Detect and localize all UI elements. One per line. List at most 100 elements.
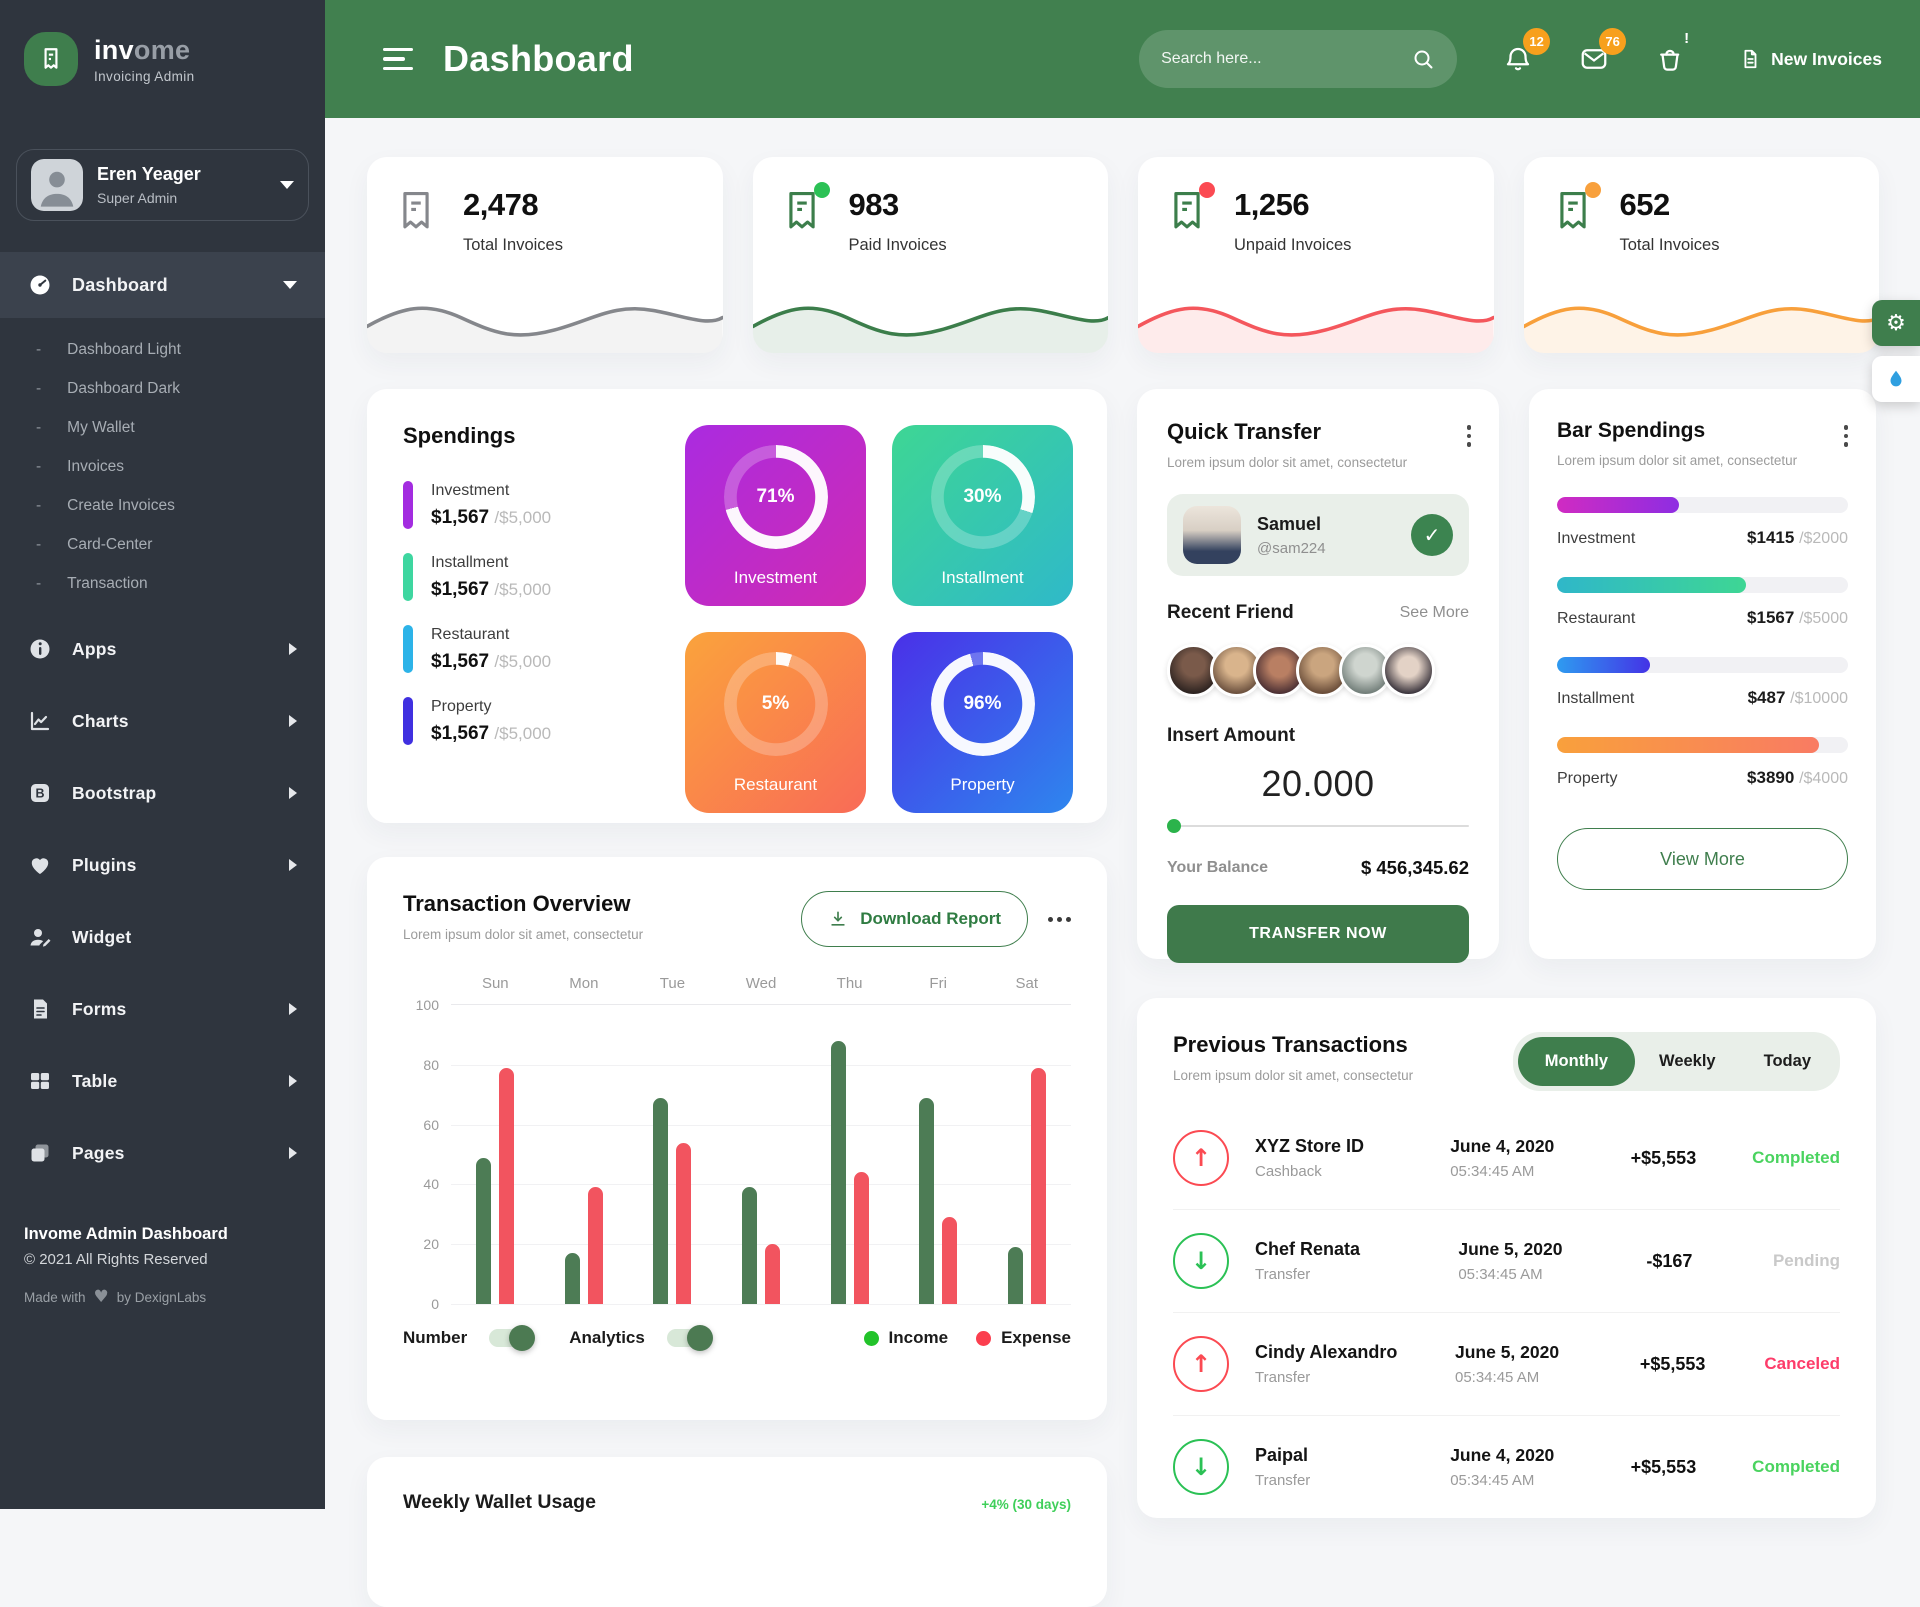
- transaction-row[interactable]: ↓ Chef Renata Transfer June 5, 2020 05:34:…: [1173, 1209, 1840, 1312]
- alert-badge: !: [1684, 30, 1690, 47]
- pages-icon: [28, 1141, 52, 1165]
- sidebar-item-plugins[interactable]: Plugins: [0, 829, 325, 901]
- quick-transfer-card: Quick Transfer Lorem ipsum dolor sit ame…: [1137, 389, 1499, 963]
- expense-bar: [853, 1172, 869, 1304]
- trend-sparkline: [752, 306, 1108, 353]
- amount-value[interactable]: 20.000: [1261, 763, 1375, 804]
- stat-label: Paid Invoices: [848, 236, 947, 254]
- download-report-button[interactable]: Download Report: [801, 891, 1028, 947]
- chart-plot: 100 80 60 40 20 0: [416, 997, 1071, 1312]
- tab-monthly[interactable]: Monthly: [1517, 1037, 1636, 1086]
- slider-knob[interactable]: [1167, 819, 1181, 833]
- sidebar-item-bootstrap[interactable]: B Bootstrap: [0, 757, 325, 829]
- chart-x-labels: Sun Mon Tue Wed Thu Fri Sat: [481, 975, 1039, 992]
- search-input[interactable]: [1161, 50, 1412, 68]
- theme-color-button[interactable]: [1872, 356, 1920, 402]
- sidebar-item-widget[interactable]: Widget: [0, 901, 325, 973]
- arrow-down-icon: ↓: [1173, 1233, 1229, 1289]
- more-options-button[interactable]: [1466, 425, 1471, 447]
- donut-chart: [930, 445, 1035, 549]
- contact-name: Samuel: [1257, 513, 1322, 534]
- stats-row: 2,478 Total Invoices 983 Paid Invoices: [367, 157, 1879, 353]
- stat-card-unpaid-invoices: 1,256 Unpaid Invoices: [1138, 157, 1494, 353]
- user-profile[interactable]: Eren Yeager Super Admin: [16, 149, 309, 221]
- bar-row-investment: Investment $1415 /$2000: [1557, 497, 1848, 548]
- number-toggle[interactable]: [489, 1325, 536, 1351]
- stat-value: 983: [848, 187, 900, 222]
- notifications-button[interactable]: 12: [1503, 28, 1551, 75]
- friends-avatars: [1167, 644, 1469, 697]
- trend-sparkline: [367, 306, 723, 353]
- menu-toggle-button[interactable]: [383, 47, 413, 71]
- search-icon[interactable]: [1411, 47, 1435, 71]
- tab-weekly[interactable]: Weekly: [1659, 1052, 1716, 1070]
- brand-logo[interactable]: invome Invoicing Admin: [0, 0, 325, 118]
- status-dot: [1584, 182, 1601, 198]
- more-options-button[interactable]: [1048, 917, 1071, 922]
- transaction-row[interactable]: ↑ XYZ Store ID Cashback June 4, 2020 05:34…: [1173, 1107, 1840, 1209]
- friend-avatar[interactable]: [1296, 644, 1349, 697]
- see-more-link[interactable]: See More: [1399, 604, 1469, 621]
- sidebar: invome Invoicing Admin Eren Yeager Super…: [0, 0, 325, 1509]
- income-bar: [476, 1157, 492, 1304]
- transaction-row[interactable]: ↓ Paipal Transfer June 4, 2020 05:34:45 AM…: [1173, 1415, 1840, 1518]
- tab-today[interactable]: Today: [1763, 1052, 1811, 1070]
- svg-text:B: B: [35, 787, 44, 801]
- transaction-row[interactable]: ↑ Cindy Alexandro Transfer June 5, 2020 05…: [1173, 1312, 1840, 1415]
- friend-avatar[interactable]: [1382, 644, 1435, 697]
- sidebar-item-dashboard[interactable]: Dashboard: [0, 252, 325, 318]
- stat-label: Unpaid Invoices: [1234, 236, 1352, 254]
- income-bar: [1007, 1247, 1023, 1304]
- contact-handle: @sam224: [1257, 539, 1326, 557]
- sidebar-subitem-my-wallet[interactable]: - My Wallet: [36, 418, 135, 436]
- status-dot: [813, 182, 830, 198]
- bell-icon: [1506, 47, 1530, 71]
- footer-copyright: © 2021 All Rights Reserved: [24, 1251, 208, 1268]
- spendings-tiles: 71% Investment 30% Installment 5% Restau…: [681, 425, 1073, 823]
- bar-row-installment: Installment $487 /$10000: [1557, 657, 1848, 708]
- progress-bar: [1557, 577, 1747, 593]
- invoice-icon: [397, 189, 437, 233]
- topbar: Dashboard 12 76 ! New Invoices: [325, 0, 1920, 118]
- status-badge: Pending: [1772, 1251, 1840, 1270]
- messages-button[interactable]: 76: [1579, 28, 1627, 75]
- income-bar: [742, 1187, 758, 1304]
- arrow-down-icon: ↓: [1173, 1439, 1229, 1495]
- tile-restaurant: 5% Restaurant: [685, 632, 866, 813]
- sidebar-nav: Dashboard - Dashboard Light - Dashboard Da…: [0, 252, 325, 1189]
- spendings-list: Investment $1,567 /$5,000 Installment $1…: [403, 481, 681, 745]
- spending-item-investment: Investment $1,567 /$5,000: [403, 481, 681, 529]
- income-bar: [653, 1097, 669, 1304]
- sidebar-item-pages[interactable]: Pages: [0, 1117, 325, 1189]
- transfer-now-button[interactable]: TRANSFER NOW: [1167, 905, 1469, 963]
- basket-button[interactable]: !: [1655, 30, 1689, 75]
- sidebar-item-forms[interactable]: Forms: [0, 973, 325, 1045]
- sidebar-subitem-dashboard-dark[interactable]: - Dashboard Dark: [36, 379, 181, 397]
- sidebar-item-table[interactable]: Table: [0, 1045, 325, 1117]
- transfer-contact[interactable]: Samuel @sam224 ✓: [1167, 494, 1469, 576]
- analytics-toggle[interactable]: [666, 1325, 713, 1351]
- new-invoices-button[interactable]: New Invoices: [1739, 48, 1882, 70]
- sidebar-subitem-card-center[interactable]: - Card-Center: [36, 535, 153, 553]
- sidebar-subitem-create-invoices[interactable]: - Create Invoices: [36, 496, 175, 514]
- sidebar-subitem-dashboard-light[interactable]: - Dashboard Light: [36, 340, 181, 358]
- user-role: Super Admin: [97, 190, 178, 206]
- bar-row-restaurant: Restaurant $1567 /$5000: [1557, 577, 1848, 628]
- stat-card-total-invoices: 2,478 Total Invoices: [367, 157, 723, 353]
- stat-value: 1,256: [1234, 187, 1310, 222]
- sidebar-item-apps[interactable]: Apps: [0, 613, 325, 685]
- sidebar-subitem-transaction[interactable]: - Transaction: [36, 574, 148, 592]
- weekly-wallet-meta: +4% (30 days): [981, 1497, 1071, 1512]
- view-more-button[interactable]: View More: [1557, 828, 1848, 890]
- search-box: [1139, 30, 1458, 88]
- spendings-card: Spendings Investment $1,567 /$5,000 Inst…: [367, 389, 1107, 823]
- trend-sparkline: [1523, 306, 1879, 353]
- sidebar-item-charts[interactable]: Charts: [0, 685, 325, 757]
- recent-friend-label: Recent Friend: [1167, 602, 1294, 623]
- balance-label: Your Balance: [1167, 859, 1269, 876]
- settings-gear-button[interactable]: ⚙: [1872, 300, 1920, 346]
- amount-slider[interactable]: [1167, 819, 1469, 833]
- status-badge: Completed: [1752, 1148, 1841, 1167]
- sidebar-subitem-invoices[interactable]: - Invoices: [36, 457, 125, 475]
- more-options-button[interactable]: [1843, 425, 1848, 447]
